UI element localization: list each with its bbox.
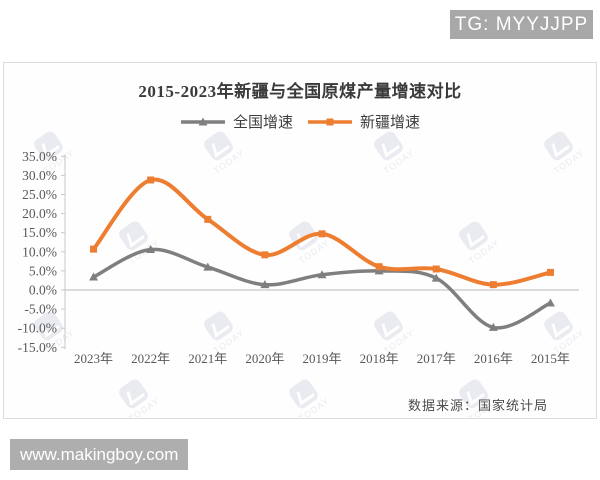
tg-contact-text: TG: MYYJJPP [454, 13, 589, 35]
x-axis-label: 2016年 [474, 351, 513, 366]
legend-swatch-icon [180, 117, 225, 125]
x-axis-label: 2022年 [131, 351, 170, 366]
y-axis-tick-label: 0.0% [29, 283, 57, 298]
y-axis-tick-label: -10.0% [18, 321, 57, 336]
series-1-marker [147, 176, 155, 184]
series-0-marker [260, 280, 270, 289]
y-axis-tick-label: 35.0% [22, 149, 57, 164]
growth-line-chart: 35.0% 30.0% 25.0% 20.0% 15.0% 10.0% 5.0% 0.0% -5… [18, 149, 579, 366]
chart-title: 2015-2023年新疆与全国原煤产量增速对比 [138, 82, 462, 101]
legend-item-1: 新疆增速 [307, 111, 420, 132]
series-1-marker [432, 265, 440, 273]
tg-contact-badge: TG: MYYJJPP [450, 10, 593, 39]
series-0-marker [89, 272, 99, 281]
series-1-marker [546, 268, 554, 276]
x-axis-label: 2018年 [360, 351, 399, 366]
series-0-marker [374, 266, 384, 275]
series-0-marker [203, 262, 213, 271]
legend-swatch-icon [308, 118, 352, 125]
series-0-line [91, 247, 553, 330]
series-1-marker [489, 281, 497, 289]
chart-card: TODAY TODAY TODAY TODAY TODAY TODAY TODAY TODAY… [3, 62, 597, 419]
x-axis-label: 2015年 [531, 351, 570, 366]
y-axis-tick-label: 5.0% [29, 263, 57, 278]
chart-legend: 全国增速 新疆增速 [4, 111, 596, 132]
series-0-marker [431, 273, 441, 282]
y-axis-tick-label: 20.0% [22, 206, 57, 221]
series-1-marker [261, 251, 269, 259]
x-axis-label: 2021年 [188, 351, 227, 366]
legend-label: 全国增速 [232, 115, 293, 131]
site-url-badge: www.makingboy.com [10, 439, 188, 470]
x-axis-label: 2020年 [245, 351, 284, 366]
x-axis-label: 2017年 [417, 351, 456, 366]
x-axis-label: 2019年 [302, 351, 341, 366]
series-0-marker [146, 245, 156, 254]
y-axis-tick-label: -5.0% [24, 302, 57, 317]
site-url-text: www.makingboy.com [20, 444, 179, 464]
y-axis-tick-label: -15.0% [18, 340, 57, 355]
y-axis-tick-label: 25.0% [22, 187, 57, 202]
x-axis-label: 2023年 [74, 351, 113, 366]
series-1-marker [375, 263, 383, 271]
series-0-marker [317, 270, 327, 279]
y-axis-tick-label: 15.0% [22, 225, 57, 240]
legend-item-0: 全国增速 [180, 111, 293, 132]
data-source-note: 数据来源：国家统计局 [407, 398, 548, 413]
series-0-marker [545, 298, 555, 307]
series-1-marker [204, 215, 212, 223]
series-1-marker [318, 230, 326, 238]
legend-label: 新疆增速 [360, 115, 421, 131]
series-1-marker [90, 245, 98, 253]
series-1-line [91, 177, 553, 287]
series-0-marker [488, 322, 498, 331]
y-axis-tick-label: 30.0% [22, 168, 57, 183]
y-axis-tick-label: 10.0% [22, 244, 57, 259]
